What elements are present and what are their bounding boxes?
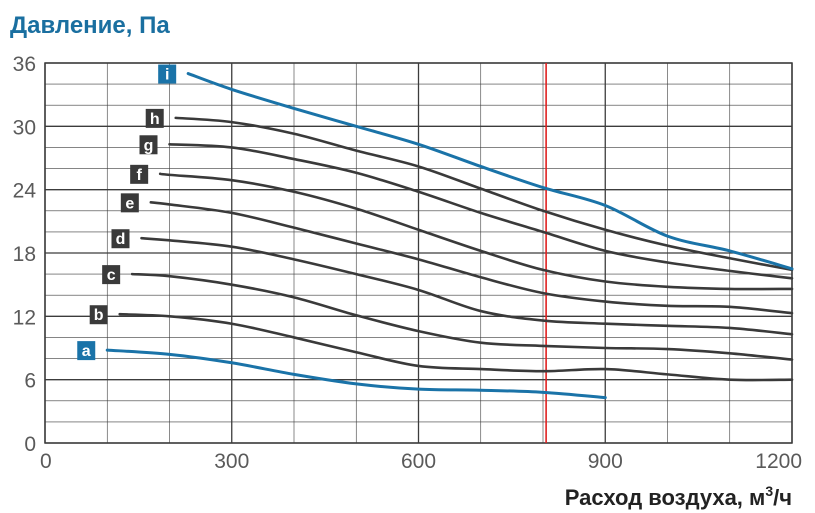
y-tick-label: 6 (24, 370, 36, 393)
series-tag-box-e (120, 193, 139, 213)
series-tag-box-a (77, 341, 96, 361)
series-tag-box-d (111, 229, 130, 249)
series-tag-b: b (89, 305, 108, 325)
series-tag-h: h (145, 108, 164, 128)
series-tag-box-c (102, 265, 121, 285)
series-tag-box-f (130, 164, 149, 184)
series-tag-box-b (89, 305, 108, 325)
series-tag-d: d (111, 229, 130, 249)
series-line-f (158, 172, 794, 291)
y-tick-label: 18 (13, 243, 36, 266)
series-line-c (130, 272, 794, 361)
series-tag-label-g: g (144, 137, 154, 154)
plot-frame (44, 62, 793, 444)
x-axis-title: Расход воздуха, м3/ч (565, 483, 792, 510)
series-tag-label-h: h (150, 111, 160, 128)
series-tag-box-g (139, 135, 158, 155)
y-tick-label: 36 (13, 53, 36, 76)
x-tick-label: 1200 (755, 450, 802, 473)
series-line-g (168, 142, 794, 280)
x-tick-label: 300 (214, 450, 249, 473)
y-tick-label: 0 (24, 433, 36, 456)
series-line-a (105, 348, 607, 400)
series-tag-box-i (158, 64, 177, 84)
series-line-b (118, 312, 794, 382)
series-tag-c: c (102, 265, 121, 285)
series-tag-label-d: d (116, 231, 126, 248)
series-tag-label-b: b (94, 307, 104, 324)
series-tag-label-e: e (125, 195, 134, 212)
x-axis-title-sup: 3 (765, 483, 773, 499)
x-axis-title-tail: /ч (773, 485, 792, 510)
series-tag-label-a: a (82, 343, 91, 360)
y-tick-label: 24 (13, 180, 37, 203)
series-layer (105, 72, 794, 400)
series-line-e (149, 201, 794, 315)
series-tag-label-c: c (107, 267, 116, 284)
grid (44, 62, 793, 444)
series-line-h (174, 116, 794, 272)
y-tick-label: 12 (13, 306, 36, 329)
series-tag-label-i: i (165, 67, 169, 84)
series-tag-g: g (139, 135, 158, 155)
series-tag-f: f (130, 164, 149, 184)
tick-labels: 0 6 12 18 24 30 36 0 300 600 900 1200 (13, 53, 802, 473)
y-tick-label: 30 (13, 116, 36, 139)
x-tick-label: 900 (588, 450, 623, 473)
x-tick-label: 600 (401, 450, 436, 473)
x-axis-title-main: Расход воздуха, м (565, 485, 766, 510)
series-tag-a: a (77, 341, 96, 361)
series-tag-label-f: f (136, 167, 142, 184)
series-tag-box-h (145, 108, 164, 128)
series-tag-i: i (158, 64, 177, 84)
series-line-d (140, 236, 794, 336)
series-tag-e: e (120, 193, 139, 213)
y-axis-title: Давление, Па (10, 12, 170, 39)
x-tick-label: 0 (40, 450, 52, 473)
series-line-i (186, 72, 794, 271)
